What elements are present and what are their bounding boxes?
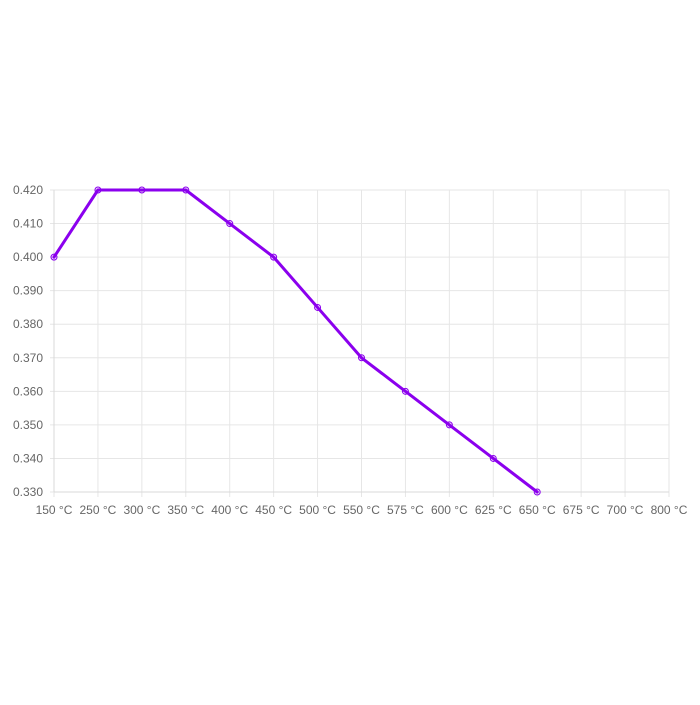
series-layer bbox=[52, 188, 539, 494]
y-tick-label: 0.360 bbox=[13, 384, 43, 398]
y-tick-label: 0.350 bbox=[13, 418, 43, 432]
y-tick-label: 0.380 bbox=[13, 317, 43, 331]
data-point[interactable] bbox=[270, 253, 278, 261]
x-tick-label: 625 °C bbox=[475, 503, 512, 517]
data-point[interactable] bbox=[50, 253, 58, 261]
data-point[interactable] bbox=[314, 303, 322, 311]
series-line bbox=[52, 188, 539, 494]
grid-layer bbox=[50, 189, 670, 497]
x-tick-label: 500 °C bbox=[299, 503, 336, 517]
data-point[interactable] bbox=[226, 220, 234, 228]
x-tick-label: 550 °C bbox=[343, 503, 380, 517]
x-tick-label: 400 °C bbox=[211, 503, 248, 517]
axis-layer bbox=[53, 190, 669, 493]
x-tick-label: 300 °C bbox=[123, 503, 160, 517]
x-tick-label: 250 °C bbox=[80, 503, 117, 517]
x-tick-label: 350 °C bbox=[167, 503, 204, 517]
data-point[interactable] bbox=[533, 488, 541, 496]
point-layer bbox=[50, 186, 541, 496]
x-tick-label: 700 °C bbox=[607, 503, 644, 517]
x-tick-label: 675 °C bbox=[563, 503, 600, 517]
x-tick-label: 800 °C bbox=[651, 503, 688, 517]
y-tick-label: 0.420 bbox=[13, 183, 43, 197]
y-tick-label: 0.410 bbox=[13, 217, 43, 231]
x-tick-label: 650 °C bbox=[519, 503, 556, 517]
y-tick-label: 0.340 bbox=[13, 451, 43, 465]
x-tick-label: 450 °C bbox=[255, 503, 292, 517]
data-point[interactable] bbox=[489, 454, 497, 462]
data-point[interactable] bbox=[445, 421, 453, 429]
y-tick-label: 0.390 bbox=[13, 284, 43, 298]
y-tick-label: 0.330 bbox=[13, 485, 43, 499]
label-layer: 0.420 0.410 0.400 0.390 0.380 0.370 0.360 0.350… bbox=[13, 183, 688, 517]
data-point[interactable] bbox=[94, 186, 102, 194]
y-tick-label: 0.370 bbox=[13, 351, 43, 365]
x-tick-label: 600 °C bbox=[431, 503, 468, 517]
x-tick-label: 150 °C bbox=[36, 503, 73, 517]
data-point[interactable] bbox=[138, 186, 146, 194]
y-tick-label: 0.400 bbox=[13, 250, 43, 264]
data-point[interactable] bbox=[182, 186, 190, 194]
data-point[interactable] bbox=[358, 354, 365, 362]
data-point[interactable] bbox=[401, 387, 409, 395]
x-tick-label: 575 °C bbox=[387, 503, 424, 517]
